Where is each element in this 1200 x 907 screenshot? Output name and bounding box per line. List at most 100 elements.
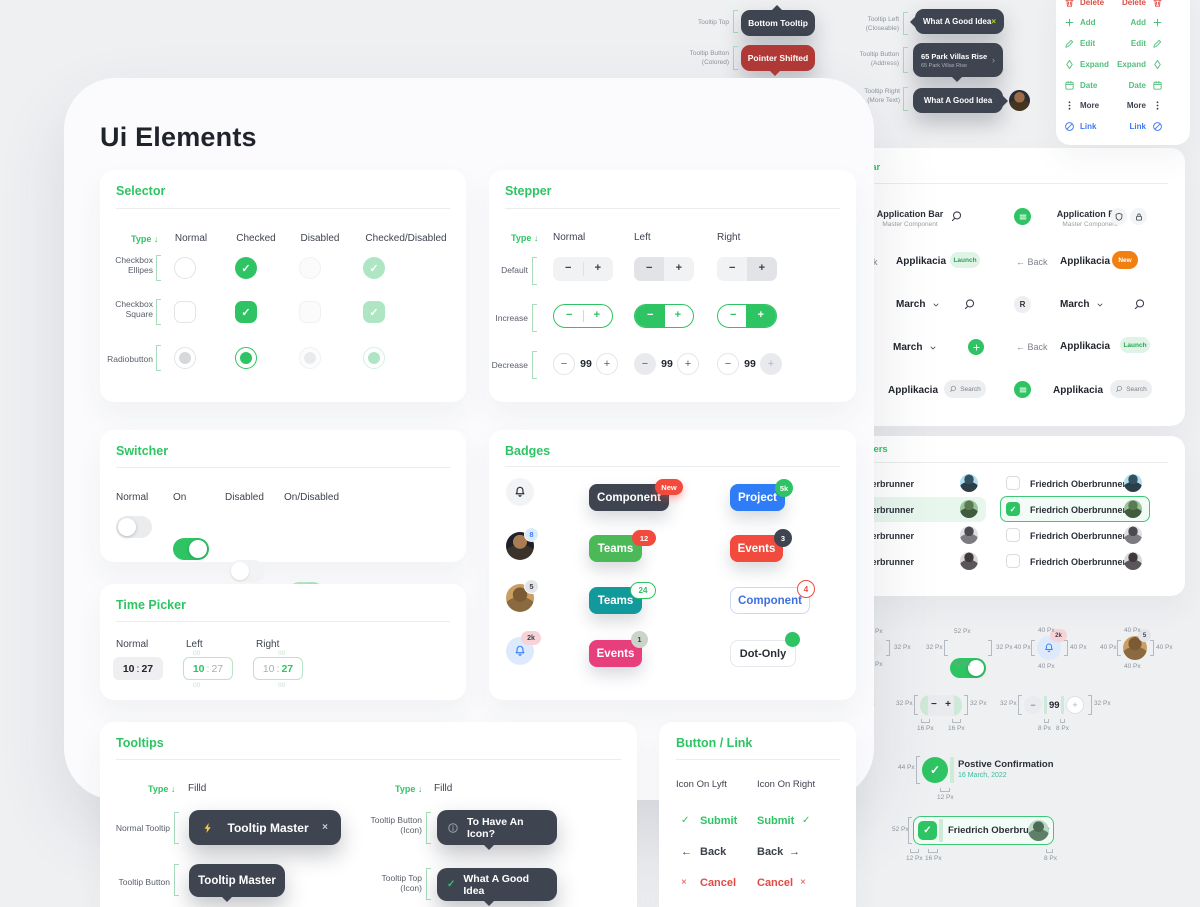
type-header[interactable]: Type ↓ (131, 234, 159, 244)
plus-button[interactable]: + (675, 262, 682, 274)
back-link[interactable]: ← Back (1016, 257, 1048, 267)
submit-link[interactable]: Submit (700, 815, 738, 827)
switch-on[interactable] (173, 538, 209, 560)
link-link[interactable]: Link (1080, 122, 1097, 131)
stepper-default-right[interactable]: − + (717, 257, 777, 281)
delete-link[interactable]: Delete (1080, 0, 1105, 7)
type-header[interactable]: Type ↓ (395, 784, 423, 794)
more-link[interactable]: More (1126, 101, 1146, 110)
tooltip-closeable[interactable]: What A Good Idea × (910, 9, 1004, 34)
back-link[interactable]: ← Back (1016, 342, 1048, 352)
chevron-right-icon[interactable]: › (992, 55, 995, 65)
tooltip-with-icon[interactable]: To Have An Icon? (437, 810, 557, 850)
cancel-link[interactable]: Cancel (757, 877, 794, 889)
month-dropdown[interactable]: March (1060, 299, 1090, 310)
avatar[interactable] (971, 208, 989, 226)
time-minute-active[interactable]: 27 (281, 662, 294, 675)
plus-button[interactable]: + (757, 309, 764, 321)
type-header[interactable]: Type ↓ (511, 233, 539, 243)
checkbox-circle-checked[interactable]: ✓ (235, 257, 257, 279)
stepper-increase-left[interactable]: − + (634, 304, 694, 328)
minus-button[interactable]: − (1024, 696, 1042, 714)
plus-button[interactable]: + (594, 262, 601, 274)
search-icon[interactable] (963, 298, 976, 311)
minus-button[interactable]: − (565, 262, 572, 274)
plus-button[interactable]: + (596, 353, 618, 375)
tooltip-good-idea[interactable]: ✓ What A Good Idea (437, 868, 557, 906)
minus-button[interactable]: − (646, 262, 653, 274)
lock-button[interactable] (1130, 208, 1147, 225)
time-input-normal[interactable]: 10:27 (113, 657, 163, 680)
menu-button[interactable] (1014, 208, 1031, 225)
link-link[interactable]: Link (1129, 122, 1146, 131)
time-input-right[interactable]: 10:27 (253, 657, 303, 680)
submit-link[interactable]: Submit (757, 815, 795, 827)
checkbox-square-checked[interactable]: ✓ (235, 301, 257, 323)
expand-link[interactable]: Expand (1117, 60, 1146, 69)
radio-checked[interactable] (235, 347, 257, 369)
member-checkbox[interactable] (1006, 554, 1020, 568)
plus-button[interactable]: + (945, 699, 951, 710)
date-link[interactable]: Date (1080, 81, 1098, 90)
tooltip-master[interactable]: Tooltip Master × (189, 810, 341, 845)
tooltip-bottom[interactable]: Bottom Tooltip (741, 5, 815, 36)
minus-button[interactable]: − (566, 309, 573, 321)
month-dropdown[interactable]: March (893, 342, 923, 353)
more-link[interactable]: More (1080, 101, 1100, 110)
add-button[interactable] (968, 339, 984, 355)
month-dropdown[interactable]: March (896, 299, 926, 310)
member-checkbox[interactable] (1006, 476, 1020, 490)
toggle-spec-on[interactable] (950, 658, 986, 678)
back-link[interactable]: Back (700, 846, 727, 858)
time-hour[interactable]: 10 (262, 662, 275, 675)
search-icon[interactable] (1133, 298, 1146, 311)
search-pill[interactable]: Search (944, 380, 986, 398)
notification-bell-button[interactable] (506, 478, 534, 506)
close-icon[interactable]: × (991, 17, 996, 26)
shield-button[interactable] (1110, 208, 1127, 225)
plus-button[interactable]: + (1066, 696, 1084, 714)
plus-button[interactable]: + (758, 262, 765, 274)
cancel-link[interactable]: Cancel (700, 877, 737, 889)
date-link[interactable]: Date (1128, 81, 1146, 90)
time-hour-active[interactable]: 10 (192, 662, 205, 675)
member-checkbox-checked[interactable]: ✓ (1006, 502, 1020, 516)
radio-normal[interactable] (174, 347, 196, 369)
menu-button[interactable] (1014, 381, 1031, 398)
r-avatar-badge[interactable]: R (1014, 296, 1031, 313)
avatar[interactable] (1123, 636, 1147, 660)
edit-link[interactable]: Edit (1080, 39, 1096, 48)
events-badge-pink[interactable]: Events (589, 640, 642, 667)
stepper-increase-right[interactable]: − + (717, 304, 777, 328)
minus-button[interactable]: − (553, 353, 575, 375)
switch-normal[interactable] (116, 516, 152, 538)
time-minute[interactable]: 27 (141, 662, 154, 675)
checkbox-circle-normal[interactable] (174, 257, 196, 279)
minus-button[interactable]: − (729, 262, 736, 274)
stepper-default-normal[interactable]: − + (553, 257, 613, 281)
plus-button[interactable]: + (677, 353, 699, 375)
search-pill[interactable]: Search (1110, 380, 1152, 398)
minus-button[interactable]: − (647, 309, 654, 321)
minus-button-active[interactable]: − (634, 353, 656, 375)
search-icon[interactable] (950, 210, 963, 223)
stepper-spec[interactable]: − + (920, 695, 962, 716)
back-link[interactable]: Back (757, 846, 784, 858)
component-outline-badge[interactable]: Component (730, 587, 810, 614)
time-input-left[interactable]: 10:27 (183, 657, 233, 680)
dot-only-badge[interactable]: Dot-Only (730, 640, 796, 667)
member-checkbox-checked[interactable]: ✓ (918, 821, 937, 840)
minus-button[interactable]: − (717, 353, 739, 375)
time-hour[interactable]: 10 (122, 662, 135, 675)
checkbox-square-normal[interactable] (174, 301, 196, 323)
type-header[interactable]: Type ↓ (148, 784, 176, 794)
tooltip-address[interactable]: 65 Park Villas Rise 65 Park Villas Rise … (913, 43, 1003, 82)
minus-button[interactable]: − (730, 309, 737, 321)
time-minute[interactable]: 27 (211, 662, 224, 675)
tooltip-button[interactable]: Tooltip Master (189, 864, 285, 902)
stepper-increase-normal[interactable]: − + (553, 304, 613, 328)
minus-button[interactable]: − (931, 699, 937, 710)
member-checkbox[interactable] (1006, 528, 1020, 542)
plus-button[interactable]: + (593, 309, 600, 321)
add-link[interactable]: Add (1080, 18, 1096, 27)
